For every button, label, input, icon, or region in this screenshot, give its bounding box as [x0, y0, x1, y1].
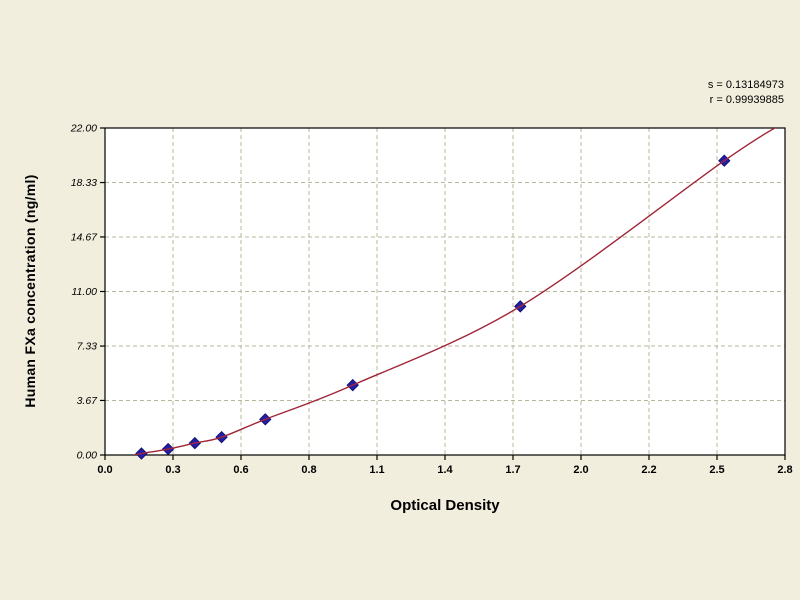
y-tick-label: 11.00 [72, 286, 98, 298]
x-tick-label: 2.2 [641, 464, 656, 476]
y-axis-label: Human FXa concentration (ng/ml) [22, 174, 38, 408]
y-tick-label: 7.33 [77, 341, 98, 353]
x-tick-label: 1.1 [369, 464, 384, 476]
x-tick-label: 0.6 [233, 464, 248, 476]
x-tick-label: 2.8 [777, 464, 792, 476]
x-tick-label: 0.3 [165, 464, 180, 476]
x-tick-label: 2.0 [573, 464, 588, 476]
y-tick-label: 0.00 [77, 450, 98, 462]
x-axis-label: Optical Density [390, 497, 500, 514]
y-tick-label: 18.33 [71, 177, 97, 189]
fit-statistics: s = 0.13184973 r = 0.99939885 [708, 78, 784, 108]
x-tick-label: 1.7 [505, 464, 520, 476]
x-tick-label: 0.8 [301, 464, 316, 476]
x-tick-label: 0.0 [97, 464, 112, 476]
y-tick-label: 22.00 [70, 123, 97, 135]
y-tick-label: 14.67 [71, 231, 98, 243]
y-tick-label: 3.67 [77, 395, 99, 407]
x-tick-label: 1.4 [437, 464, 453, 476]
fit-curve [133, 128, 777, 455]
x-tick-label: 2.5 [709, 464, 724, 476]
fit-stat-s: s = 0.13184973 [707, 79, 784, 91]
fit-stat-r: r = 0.99939885 [709, 94, 784, 106]
